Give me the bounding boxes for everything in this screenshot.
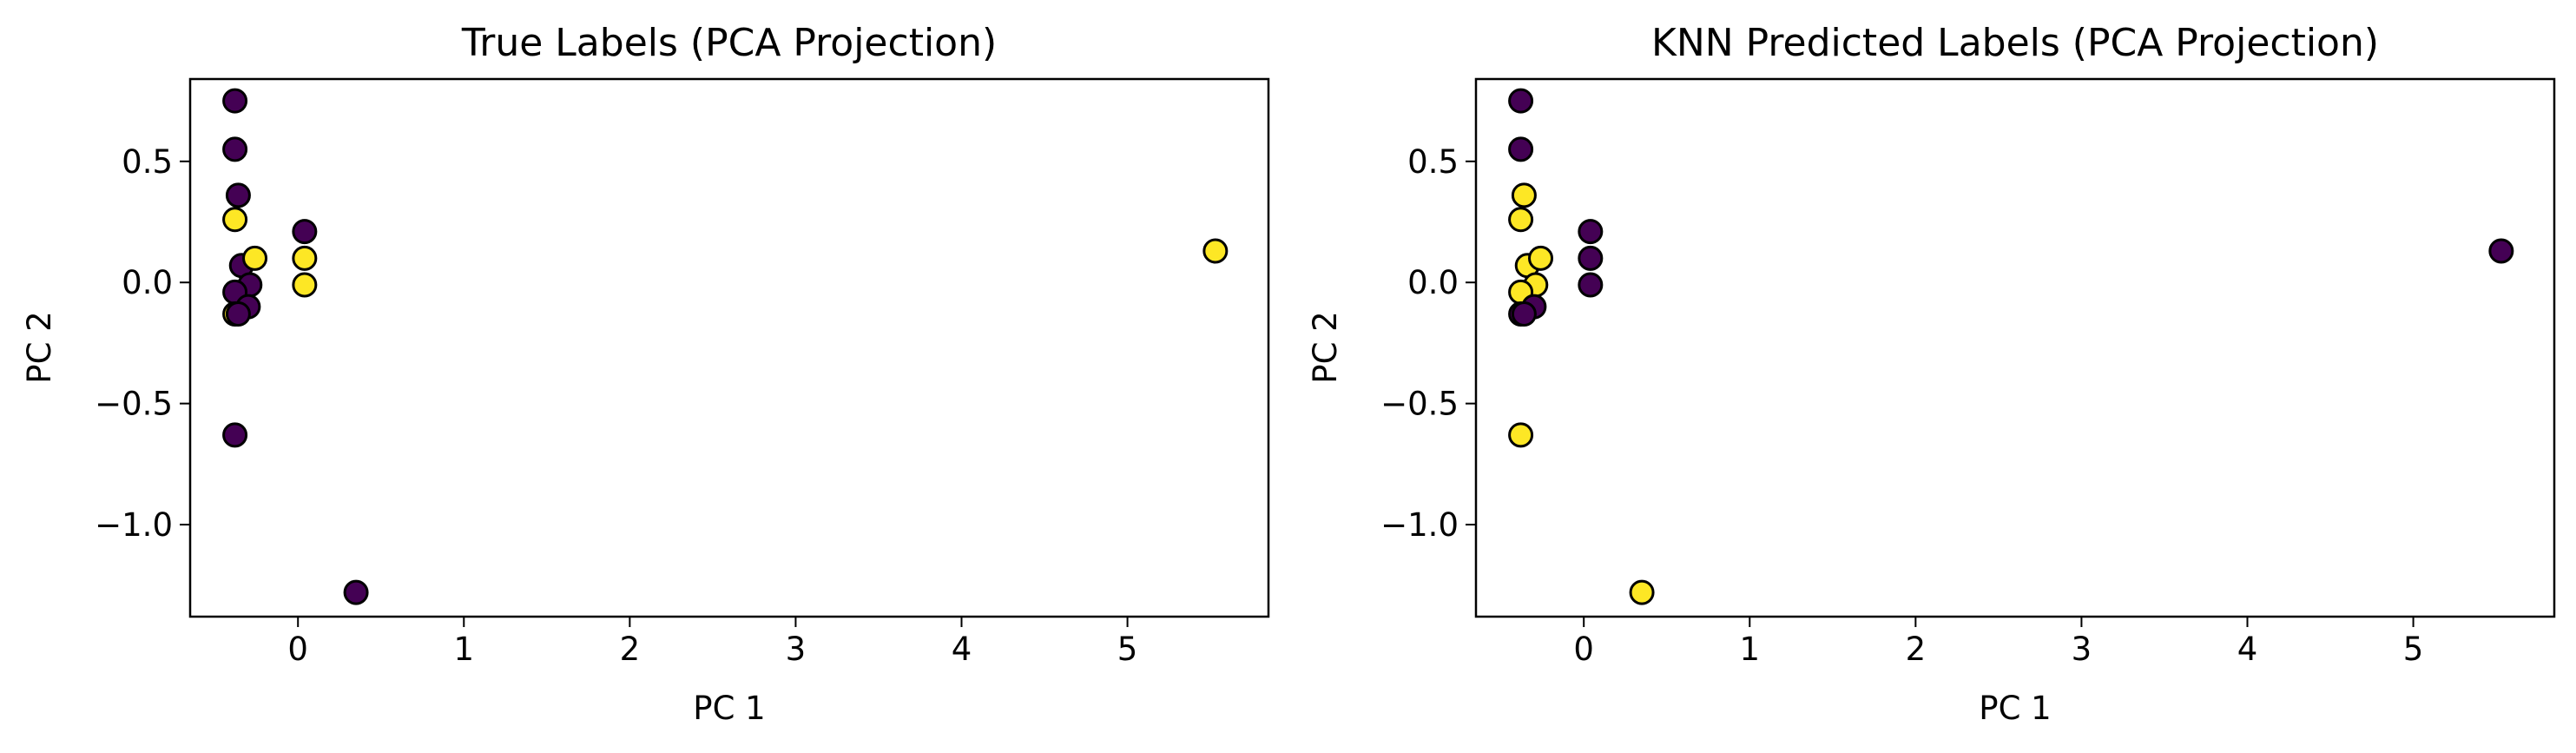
x-axis-label: PC 1 xyxy=(1979,690,2051,727)
scatter-point-class-0 xyxy=(2488,238,2514,264)
scatter-point-class-1 xyxy=(222,207,248,233)
x-tick-label: 1 xyxy=(1740,631,1761,668)
scatter-point-class-0 xyxy=(222,136,248,162)
scatter-point-class-0 xyxy=(222,422,248,448)
scatter-point-class-0 xyxy=(1511,301,1537,327)
subplot-true-labels: True Labels (PCA Projection) PC 1 PC 2 0… xyxy=(21,21,1270,727)
scatter-points xyxy=(222,88,1229,605)
scatter-point-class-0 xyxy=(1578,219,1604,245)
y-tick-label: −1.0 xyxy=(95,506,173,544)
x-axis-label: PC 1 xyxy=(693,690,765,727)
plot-frame xyxy=(1474,77,2556,618)
scatter-point-class-0 xyxy=(1578,245,1604,271)
plot-frame xyxy=(188,77,1270,618)
x-tick-label: 2 xyxy=(620,631,641,668)
y-tick-label: 0.0 xyxy=(1407,264,1459,301)
y-axis-label: PC 2 xyxy=(1307,311,1344,383)
scatter-point-class-1 xyxy=(242,245,268,271)
x-tick-label: 4 xyxy=(2237,631,2258,668)
scatter-point-class-1 xyxy=(1508,422,1534,448)
axis-ticks: 0 1 2 3 4 5 0.5 0.0 −0.5 −1.0 xyxy=(95,143,1137,668)
scatter-point-class-0 xyxy=(225,301,251,327)
scatter-points xyxy=(1508,88,2514,605)
scatter-point-class-1 xyxy=(1629,579,1655,605)
subplot-title: KNN Predicted Labels (PCA Projection) xyxy=(1651,21,2379,65)
x-tick-label: 5 xyxy=(1117,631,1138,668)
x-tick-label: 0 xyxy=(287,631,308,668)
y-tick-label: −1.0 xyxy=(1380,506,1459,544)
y-tick-label: 0.0 xyxy=(122,264,173,301)
scatter-point-class-1 xyxy=(1528,245,1554,271)
scatter-point-class-1 xyxy=(292,272,318,298)
x-tick-label: 5 xyxy=(2403,631,2424,668)
scatter-point-class-0 xyxy=(1578,272,1604,298)
y-axis-label: PC 2 xyxy=(21,311,58,383)
scatter-point-class-0 xyxy=(225,182,251,208)
y-tick-label: −0.5 xyxy=(1380,386,1459,423)
scatter-point-class-1 xyxy=(1508,207,1534,233)
scatter-point-class-1 xyxy=(1202,238,1229,264)
y-tick-label: 0.5 xyxy=(1407,143,1459,181)
scatter-point-class-1 xyxy=(1511,182,1537,208)
subplot-knn-predicted-labels: KNN Predicted Labels (PCA Projection) PC… xyxy=(1307,21,2556,727)
subplot-title: True Labels (PCA Projection) xyxy=(461,21,997,65)
x-tick-label: 0 xyxy=(1573,631,1594,668)
scatter-point-class-0 xyxy=(292,219,318,245)
scatter-point-class-0 xyxy=(1508,88,1534,114)
scatter-point-class-0 xyxy=(222,88,248,114)
scatter-point-class-0 xyxy=(1508,136,1534,162)
scatter-point-class-1 xyxy=(292,245,318,271)
x-tick-label: 3 xyxy=(2072,631,2092,668)
y-tick-label: 0.5 xyxy=(122,143,173,181)
axis-ticks: 0 1 2 3 4 5 0.5 0.0 −0.5 −1.0 xyxy=(1380,143,2423,668)
x-tick-label: 1 xyxy=(454,631,475,668)
y-tick-label: −0.5 xyxy=(95,386,173,423)
x-tick-label: 4 xyxy=(952,631,972,668)
x-tick-label: 2 xyxy=(1906,631,1927,668)
x-tick-label: 3 xyxy=(786,631,807,668)
scatter-point-class-0 xyxy=(343,579,369,605)
